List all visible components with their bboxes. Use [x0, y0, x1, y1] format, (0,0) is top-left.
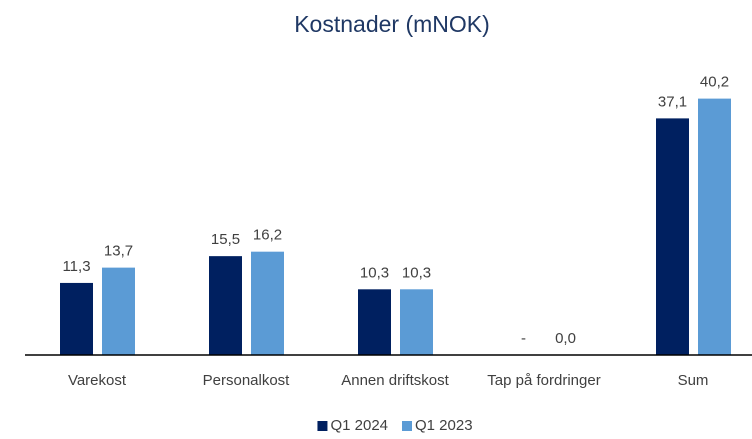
x-tick-label: Varekost — [68, 372, 127, 389]
x-tick-label: Personalkost — [203, 372, 291, 389]
value-label: 15,5 — [211, 231, 240, 248]
x-tick-label: Annen driftskost — [341, 372, 449, 389]
value-label: 37,1 — [658, 93, 687, 110]
bar — [400, 289, 433, 355]
bar — [102, 267, 135, 355]
value-label: 10,3 — [360, 264, 389, 281]
chart-title: Kostnader (mNOK) — [294, 11, 490, 37]
value-label: 40,2 — [700, 74, 729, 91]
legend-label: Q1 2024 — [330, 417, 388, 434]
legend-label: Q1 2023 — [415, 417, 473, 434]
bar — [698, 98, 731, 355]
legend-swatch — [317, 421, 328, 431]
bar — [60, 282, 93, 355]
value-label: 11,3 — [62, 258, 90, 275]
value-label: 10,3 — [402, 264, 431, 281]
x-tick-label: Sum — [678, 372, 709, 389]
value-label: 0,0 — [555, 330, 576, 347]
bar — [656, 118, 689, 355]
legend-swatch — [402, 421, 412, 431]
value-label: - — [521, 330, 526, 347]
bar — [209, 256, 242, 355]
value-label: 16,2 — [253, 227, 282, 244]
value-label: 13,7 — [104, 243, 133, 260]
bar — [251, 251, 284, 355]
bar — [358, 289, 391, 355]
x-tick-label: Tap på fordringer — [487, 372, 600, 389]
